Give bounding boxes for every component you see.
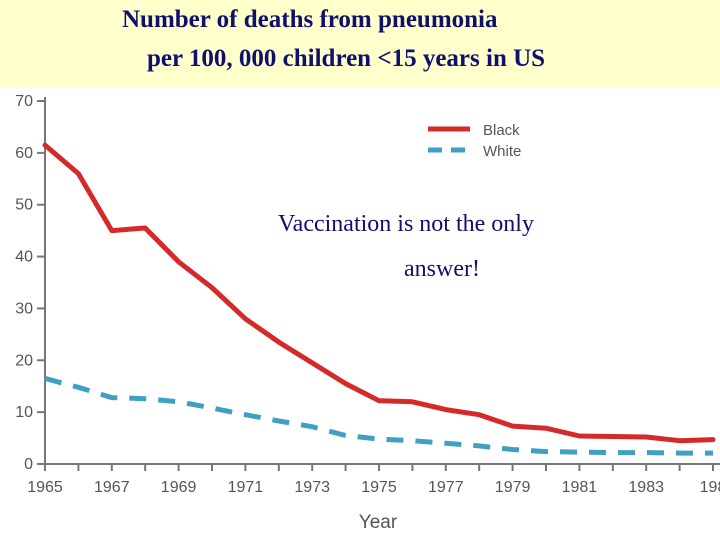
series-line-white <box>44 375 713 456</box>
y-tick-label: 70 <box>15 93 33 110</box>
x-tick-label: 1977 <box>428 479 464 496</box>
legend-label-white: White <box>483 143 521 160</box>
x-tick-label: 1983 <box>628 479 664 496</box>
y-tick-label: 50 <box>15 197 33 214</box>
x-tick-label: 1975 <box>361 479 397 496</box>
chart-series <box>42 142 716 456</box>
x-tick-label: 1979 <box>495 479 531 496</box>
y-tick-label: 10 <box>15 404 33 421</box>
chart-legend: Black White <box>428 122 521 160</box>
annotation-line-2: answer! <box>404 256 480 282</box>
chart-axes: 0 10 20 30 40 50 60 70 1965 1967 1969 1971 1973 1975 1… <box>15 93 720 496</box>
annotation-line-1: Vaccination is not the only <box>278 211 534 237</box>
legend-label-black: Black <box>483 122 520 139</box>
x-axis-title: Year <box>359 512 398 533</box>
x-tick-label: 1965 <box>27 479 63 496</box>
y-tick-label: 60 <box>15 145 33 162</box>
x-tick-label: 198 <box>700 479 720 496</box>
y-tick-label: 0 <box>24 456 33 473</box>
y-tick-label: 20 <box>15 352 33 369</box>
x-tick-label: 1969 <box>161 479 197 496</box>
slide-title-line-1: Number of deaths from pneumonia <box>122 6 498 33</box>
title-band <box>0 0 720 87</box>
x-tick-label: 1981 <box>562 479 598 496</box>
x-tick-label: 1971 <box>228 479 264 496</box>
x-tick-label: 1967 <box>94 479 130 496</box>
x-tick-label: 1973 <box>294 479 330 496</box>
slide-title-line-2: per 100, 000 children <15 years in US <box>147 45 546 72</box>
y-tick-label: 40 <box>15 249 33 266</box>
y-tick-label: 30 <box>15 300 33 317</box>
